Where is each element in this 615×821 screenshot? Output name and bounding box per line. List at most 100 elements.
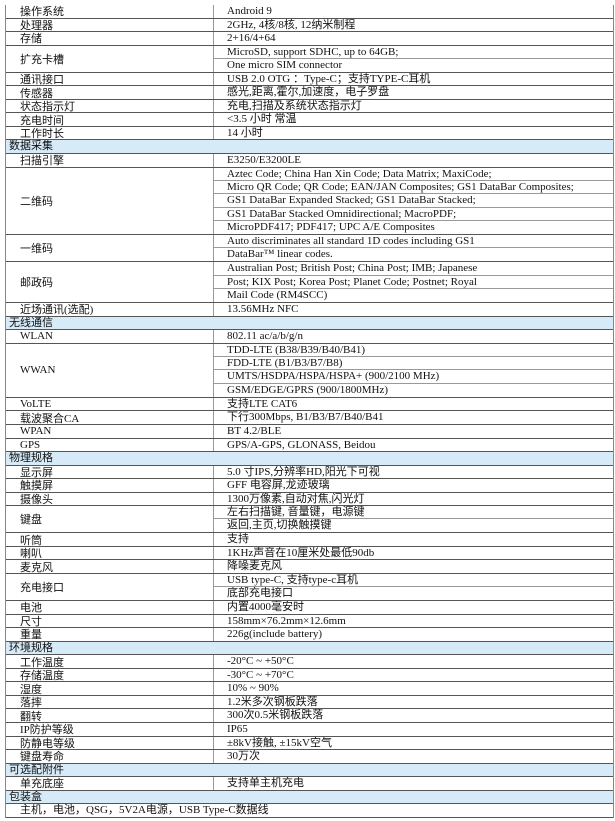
spec-value: Mail Code (RM4SCC) [227, 288, 328, 301]
spec-value: 底部充电接口 [227, 587, 293, 600]
spec-value: UMTS/HSDPA/HSPA/HSPA+ (900/2100 MHz) [214, 370, 613, 384]
spec-label: 通讯接口 [6, 72, 214, 86]
spec-value: 内置4000毫安时 [227, 601, 304, 614]
spec-values: 14 小时 [214, 127, 613, 140]
spec-label: 工作温度 [6, 655, 214, 669]
spec-value: IP65 [227, 723, 248, 735]
spec-label: 防静电等级 [6, 736, 214, 750]
spec-value: 1.2米多次钢板跌落 [227, 695, 318, 708]
spec-value: Aztec Code; China Han Xin Code; Data Mat… [214, 168, 613, 181]
spec-row: 扩充卡槽 MicroSD, support SDHC, up to 64GB; On… [6, 45, 613, 73]
section-header: 环境规格 [6, 641, 613, 656]
spec-label: WPAN [6, 424, 214, 438]
spec-values: 支持单主机充电 [214, 777, 613, 790]
spec-value: ±8kV接触, ±15kV空气 [227, 736, 332, 749]
spec-label: 扩充卡槽 [6, 45, 214, 72]
spec-values: 30万次 [214, 750, 613, 763]
spec-values: 充电,扫描及系统状态指示灯 [214, 100, 613, 113]
spec-row: 摄像头 1300万像素,自动对焦,闪光灯 [6, 492, 613, 507]
spec-value: 802.11 ac/a/b/g/n [227, 330, 303, 343]
spec-value: Auto discriminates all standard 1D codes… [214, 235, 613, 249]
spec-values: E3250/E3200LE [214, 154, 613, 167]
section-header: 包装盒 [6, 790, 613, 805]
spec-values: USB 2.0 OTG ：Type-C；支持TYPE-C耳机 [214, 73, 613, 86]
spec-row: 单充底座 支持单主机充电 [6, 777, 613, 791]
spec-values: -30°C ~ +70°C [214, 669, 613, 682]
spec-row: 传感器 感光,距离,霍尔,加速度，电子罗盘 [6, 86, 613, 100]
spec-value: 2GHz, 4核/8核, 12纳米制程 [227, 18, 356, 31]
spec-values: ±8kV接触, ±15kV空气 [214, 737, 613, 750]
spec-value: 1KHz声音在10厘米处最低90db [227, 546, 375, 559]
spec-row: WWAN TDD-LTE (B38/B39/B40/B41) FDD-LTE (B1… [6, 343, 613, 398]
spec-values: GPS/A-GPS, GLONASS, Beidou [214, 439, 613, 452]
spec-label: 一维码 [6, 235, 214, 262]
spec-label: 充电时间 [6, 113, 214, 127]
spec-values: 13.56MHz NFC [214, 303, 613, 316]
spec-row: 扫描引擎 E3250/E3200LE [6, 154, 613, 168]
spec-value: <3.5 小时 常温 [227, 113, 297, 126]
spec-row: 落摔 1.2米多次钢板跌落 [6, 695, 613, 710]
spec-values: 226g(include battery) [214, 628, 613, 641]
spec-label: 传感器 [6, 86, 214, 100]
spec-row: 键盘 左右扫描键, 音量键，电源键 返回,主页,切换触摸键 [6, 506, 613, 534]
spec-row: 听筒 支持 [6, 533, 613, 547]
spec-values: TDD-LTE (B38/B39/B40/B41) FDD-LTE (B1/B3/… [214, 344, 613, 397]
spec-label: 存储温度 [6, 668, 214, 682]
spec-label: 扫描引擎 [6, 154, 214, 167]
spec-row: 重量 226g(include battery) [6, 628, 613, 642]
spec-label: 近场通讯(选配) [6, 303, 214, 316]
spec-value: 300次0.5米钢板跌落 [227, 709, 324, 722]
spec-values: <3.5 小时 常温 [214, 113, 613, 126]
spec-row: 喇叭 1KHz声音在10厘米处最低90db [6, 546, 613, 561]
spec-values: Aztec Code; China Han Xin Code; Data Mat… [214, 168, 613, 235]
spec-values: 5.0 寸IPS,分辨率HD,阳光下可视 [214, 466, 613, 479]
spec-value: 感光,距离,霍尔,加速度，电子罗盘 [227, 86, 390, 99]
spec-label: 工作时长 [6, 126, 214, 140]
spec-value: -20°C ~ +50°C [227, 655, 294, 668]
spec-label: 充电接口 [6, 573, 214, 601]
spec-value: FDD-LTE (B1/B3/B7/B8) [214, 357, 613, 371]
section-header: 物理规格 [6, 452, 613, 466]
spec-label: WLAN [6, 330, 214, 343]
spec-values: 300次0.5米钢板跌落 [214, 709, 613, 722]
spec-label: 载波聚合CA [6, 411, 214, 425]
spec-values: 内置4000毫安时 [214, 601, 613, 614]
section-header: 无线通信 [6, 316, 613, 331]
spec-label: 键盘寿命 [6, 750, 214, 763]
spec-value: 158mm×76.2mm×12.6mm [227, 614, 346, 627]
spec-value: Post; KIX Post; Korea Post; Planet Code;… [214, 276, 613, 289]
section-header: 可选配附件 [6, 763, 613, 778]
spec-value: GFF 电容屏,龙迹玻璃 [227, 479, 330, 492]
spec-values: 10% ~ 90% [214, 682, 613, 695]
package-contents: 主机，电池，QSG，5V2A电源，USB Type-C数据线 [6, 804, 613, 818]
spec-value: 降噪麦克风 [227, 560, 282, 573]
spec-value: -30°C ~ +70°C [227, 668, 294, 681]
spec-row: 键盘寿命 30万次 [6, 750, 613, 764]
spec-label: 电池 [6, 601, 214, 614]
spec-label: 翻转 [6, 709, 214, 723]
spec-value: MicroPDF417; PDF417; UPC A/E Composites [227, 221, 435, 233]
spec-row: 翻转 300次0.5米钢板跌落 [6, 709, 613, 723]
spec-value: GS1 DataBar Expanded Stacked; GS1 DataBa… [214, 194, 613, 208]
spec-row: 工作时长 14 小时 [6, 126, 613, 141]
spec-label: 摄像头 [6, 492, 214, 506]
spec-label: 二维码 [6, 167, 214, 235]
spec-row: 操作系统 Android 9 [6, 5, 613, 19]
spec-label: 喇叭 [6, 546, 214, 560]
spec-row: 邮政码 Australian Post; British Post; China … [6, 262, 613, 304]
spec-values: 802.11 ac/a/b/g/n [214, 330, 613, 343]
spec-row: 麦克风 降噪麦克风 [6, 560, 613, 574]
spec-row: 防静电等级 ±8kV接触, ±15kV空气 [6, 736, 613, 751]
spec-values: Australian Post; British Post; China Pos… [214, 262, 613, 302]
spec-row: 一维码 Auto discriminates all standard 1D co… [6, 235, 613, 263]
spec-label: 操作系统 [6, 5, 214, 18]
spec-value: USB 2.0 OTG ：Type-C；支持TYPE-C耳机 [227, 72, 431, 85]
spec-label: IP防护等级 [6, 723, 214, 736]
spec-value: 1300万像素,自动对焦,闪光灯 [227, 492, 365, 505]
spec-values: 支持LTE CAT6 [214, 398, 613, 411]
spec-values: 2GHz, 4核/8核, 12纳米制程 [214, 19, 613, 32]
spec-values: Auto discriminates all standard 1D codes… [214, 235, 613, 261]
spec-row: GPS GPS/A-GPS, GLONASS, Beidou [6, 438, 613, 453]
spec-values: 2+16/4+64 [214, 32, 613, 45]
spec-value: GS1 DataBar Stacked Omnidirectional; Mac… [214, 208, 613, 221]
